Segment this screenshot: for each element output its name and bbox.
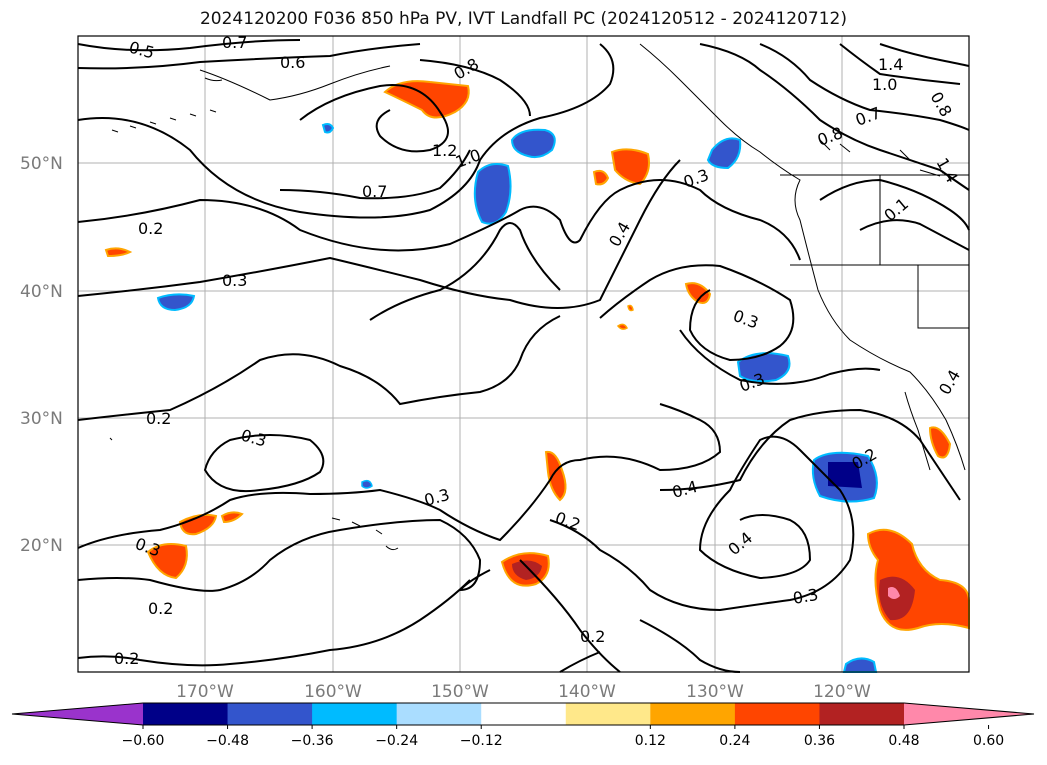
negative-anomaly	[736, 352, 791, 383]
colorbar-tick-label: −0.36	[291, 733, 334, 749]
contour-label: 1.4	[878, 55, 903, 74]
colorbar-tick-label: −0.24	[375, 733, 418, 749]
strong-negative-anomaly	[828, 462, 862, 488]
colorbar-tick-label: 0.48	[888, 733, 919, 749]
colorbar-segment	[650, 703, 736, 725]
colorbar-segment	[734, 703, 820, 725]
negative-anomaly	[156, 293, 196, 312]
contour-label: 0.6	[280, 53, 305, 72]
negative-anomaly	[706, 137, 742, 170]
colorbar: −0.60 −0.48 −0.36 −0.24 −0.12 0.12 0.24 0.36 0.4…	[11, 702, 1035, 749]
latitude-labels: 50°N 40°N 30°N 20°N	[20, 154, 63, 556]
positive-anomaly	[220, 511, 244, 524]
strong-positive-anomaly	[879, 576, 915, 621]
contour-label: 0.7	[222, 33, 247, 52]
negative-anomaly	[361, 479, 373, 489]
contour-label: 0.2	[148, 599, 173, 618]
lat-label: 20°N	[20, 536, 63, 556]
colorbar-tick-label: 0.12	[635, 733, 666, 749]
pv-contours	[77, 39, 970, 673]
colorbar-extend-max	[904, 703, 1034, 725]
pv-shading	[104, 80, 970, 673]
positive-anomaly	[684, 282, 712, 304]
lon-label: 160°W	[304, 682, 362, 702]
map-frame	[77, 35, 970, 673]
contour-label: 0.2	[114, 649, 139, 668]
colorbar-extend-min	[12, 703, 143, 725]
colorbar-tick-label: 0.36	[804, 733, 835, 749]
positive-anomaly	[592, 169, 610, 186]
longitude-labels: 170°W 160°W 150°W 140°W 130°W 120°W	[176, 682, 871, 702]
colorbar-segment	[396, 703, 482, 725]
map-title: 2024120200 F036 850 hPa PV, IVT Landfall…	[199, 9, 847, 29]
contour-label: 1.0	[872, 75, 897, 94]
colorbar-tick-label: 0.24	[719, 733, 750, 749]
lon-label: 120°W	[813, 682, 871, 702]
colorbar-tick-label: 0.60	[973, 733, 1004, 749]
positive-anomaly	[146, 543, 188, 580]
negative-anomaly	[473, 163, 512, 225]
colorbar-segment	[227, 703, 313, 725]
positive-anomaly	[928, 426, 952, 459]
lon-label: 130°W	[686, 682, 744, 702]
colorbar-segment	[312, 703, 398, 725]
positive-anomaly	[627, 304, 634, 312]
colorbar-tick-label: −0.12	[460, 733, 503, 749]
colorbar-tick-label: −0.60	[122, 733, 165, 749]
contour-label: 0.2	[138, 219, 163, 238]
coastlines	[109, 43, 969, 551]
contour-label: 0.3	[791, 585, 819, 608]
lat-label: 30°N	[20, 409, 63, 429]
contour-label: 0.3	[222, 271, 247, 290]
positive-anomaly	[616, 323, 628, 330]
positive-anomaly	[544, 450, 567, 502]
colorbar-segment	[481, 703, 567, 725]
colorbar-segment	[819, 703, 905, 725]
negative-anomaly	[842, 657, 878, 673]
lon-label: 170°W	[176, 682, 234, 702]
contour-label: 0.2	[146, 409, 171, 428]
colorbar-segment	[143, 703, 229, 725]
positive-anomaly	[383, 80, 470, 119]
peak-positive-anomaly	[888, 587, 900, 599]
gridlines	[78, 36, 969, 672]
lat-label: 50°N	[20, 154, 63, 174]
colorbar-segment	[565, 703, 651, 725]
lon-label: 150°W	[431, 682, 489, 702]
negative-anomaly	[321, 123, 335, 134]
contour-label: 0.2	[580, 627, 605, 646]
negative-anomaly	[510, 128, 556, 159]
positive-anomaly	[104, 247, 133, 258]
colorbar-tick-label: −0.48	[206, 733, 249, 749]
positive-anomaly	[178, 513, 218, 536]
positive-anomaly	[610, 148, 650, 186]
lon-label: 140°W	[558, 682, 616, 702]
contour-label: 1.2	[432, 141, 457, 160]
contour-label: 0.7	[362, 182, 387, 201]
lat-label: 40°N	[20, 282, 63, 302]
